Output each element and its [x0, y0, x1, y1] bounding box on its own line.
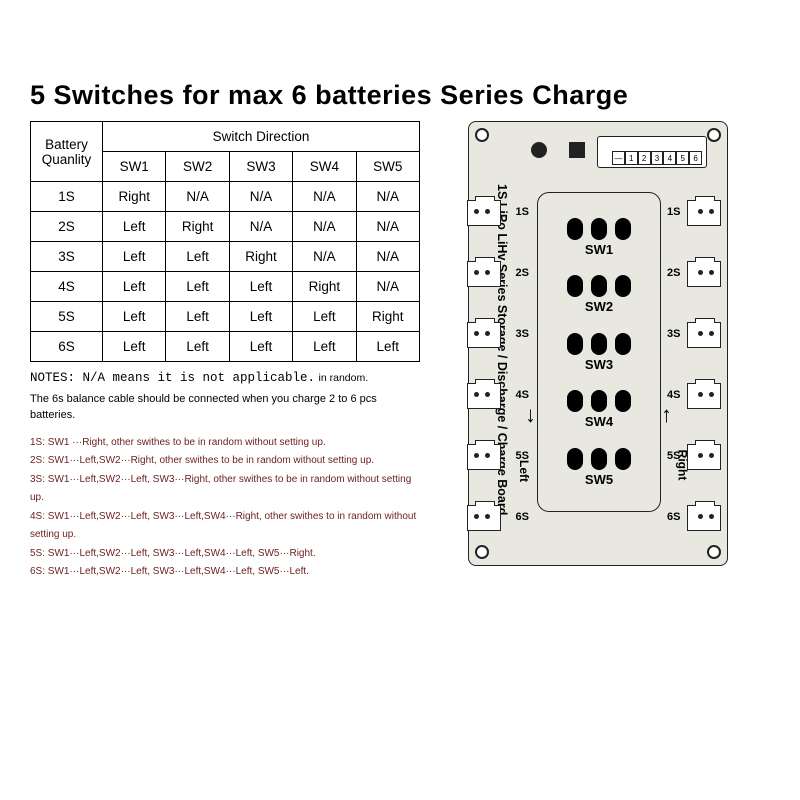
dip-switch: SW4 [567, 390, 631, 429]
table-row: 5SLeftLeftLeftLeftRight [31, 302, 420, 332]
port-label: 4S [516, 389, 529, 401]
port-connector [687, 261, 721, 287]
port-label: 4S [667, 389, 680, 401]
arrow-right-icon: ↑ [661, 402, 672, 428]
notes-line1a: NOTES: N/A means it is not applicable. [30, 371, 315, 385]
port-label: 3S [516, 328, 529, 340]
balance-pin: 3 [651, 151, 664, 165]
port-label: 2S [667, 267, 680, 279]
port-connector [687, 505, 721, 531]
balance-pin: — [612, 151, 625, 165]
component-dot-icon [531, 142, 547, 158]
rule-line: 4S: SW1···Left,SW2···Left, SW3···Left,SW… [30, 508, 420, 545]
left-port-column: 1S2S3S4S5S6S [467, 200, 509, 566]
port-label: 6S [516, 511, 529, 523]
port-label: 2S [516, 267, 529, 279]
dip-switch: SW2 [567, 275, 631, 314]
rule-line: 5S: SW1···Left,SW2···Left, SW3···Left,SW… [30, 545, 420, 564]
port-connector [467, 200, 501, 226]
notes-block: NOTES: N/A means it is not applicable. i… [30, 368, 420, 424]
balance-connector: 654321— [597, 136, 707, 168]
port-connector [687, 322, 721, 348]
col-battery-qty: Battery Quanlity [31, 122, 103, 182]
balance-pin: 5 [676, 151, 689, 165]
rule-line: 3S: SW1···Left,SW2···Left, SW3···Right, … [30, 471, 420, 508]
port-label: 1S [516, 206, 529, 218]
port-connector [687, 200, 721, 226]
balance-pin: 6 [689, 151, 702, 165]
port-label: 5S [667, 450, 680, 462]
switch-bank: SW1 SW2 SW3 SW4 SW5 [537, 192, 661, 512]
pcb-diagram: 654321— 1S LiPo LiHv Series Storage / Di… [468, 121, 728, 566]
port-connector [467, 322, 501, 348]
balance-pin: 1 [625, 151, 638, 165]
port-connector [467, 383, 501, 409]
rules-list: 1S: SW1 ···Right, other swithes to be in… [30, 434, 420, 582]
mount-hole-icon [707, 128, 721, 142]
switch-direction-table: Battery Quanlity Switch Direction SW1SW2… [30, 121, 420, 362]
table-row: 3SLeftLeftRightN/AN/A [31, 242, 420, 272]
port-connector [467, 261, 501, 287]
table-row: 4SLeftLeftLeftRightN/A [31, 272, 420, 302]
col-sw2: SW2 [166, 152, 229, 182]
rule-line: 6S: SW1···Left,SW2···Left, SW3···Left,SW… [30, 563, 420, 582]
port-label: 3S [667, 328, 680, 340]
col-switch-direction: Switch Direction [103, 122, 420, 152]
table-row: 1SRightN/AN/AN/AN/A [31, 182, 420, 212]
left-direction-label: Left [517, 460, 531, 482]
rule-line: 2S: SW1···Left,SW2···Right, other swithe… [30, 452, 420, 471]
dip-switch: SW1 [567, 218, 631, 257]
page-title: 5 Switches for max 6 batteries Series Ch… [30, 80, 770, 111]
arrow-left-icon: ↓ [525, 402, 536, 428]
dip-switch: SW5 [567, 448, 631, 487]
port-label: 1S [667, 206, 680, 218]
port-label: 5S [516, 450, 529, 462]
dip-switch: SW3 [567, 333, 631, 372]
col-sw1: SW1 [103, 152, 166, 182]
col-sw5: SW5 [356, 152, 419, 182]
notes-line1b: in random. [319, 372, 369, 384]
component-square-icon [569, 142, 585, 158]
col-sw4: SW4 [293, 152, 356, 182]
port-connector [467, 505, 501, 531]
right-port-column: 1S2S3S4S5S6S [687, 200, 729, 566]
table-row: 2SLeftRightN/AN/AN/A [31, 212, 420, 242]
mount-hole-icon [475, 128, 489, 142]
rule-line: 1S: SW1 ···Right, other swithes to be in… [30, 434, 420, 453]
notes-line2: The 6s balance cable should be connected… [30, 391, 420, 424]
port-connector [687, 383, 721, 409]
table-row: 6SLeftLeftLeftLeftLeft [31, 332, 420, 362]
port-label: 6S [667, 511, 680, 523]
port-connector [467, 444, 501, 470]
port-connector [687, 444, 721, 470]
col-sw3: SW3 [229, 152, 292, 182]
balance-pin: 2 [638, 151, 651, 165]
balance-pin: 4 [663, 151, 676, 165]
